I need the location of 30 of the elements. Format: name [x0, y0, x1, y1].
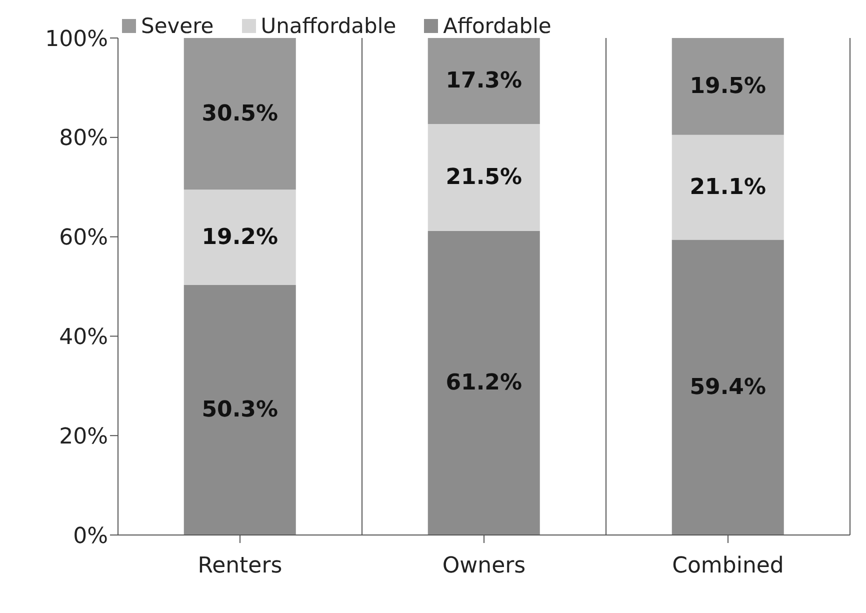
- legend-label: Unaffordable: [260, 14, 396, 38]
- data-label: 61.2%: [446, 370, 522, 396]
- data-label: 19.5%: [690, 74, 766, 99]
- x-tick-label: Combined: [672, 554, 784, 579]
- bar: [184, 38, 296, 190]
- y-tick-label: 80%: [59, 126, 108, 152]
- legend-label: Affordable: [442, 14, 552, 38]
- bar: [184, 285, 296, 535]
- bar: [672, 38, 784, 135]
- data-label: 30.5%: [202, 101, 278, 126]
- legend-label: Severe: [140, 14, 214, 38]
- x-tick-label: Renters: [198, 554, 282, 579]
- x-tick-label: Owners: [442, 554, 526, 579]
- y-tick-label: 0%: [73, 524, 108, 549]
- bar: [428, 230, 540, 535]
- y-tick-label: 20%: [59, 424, 108, 450]
- data-label: 59.4%: [690, 374, 766, 400]
- data-label: 17.3%: [446, 68, 522, 94]
- bar: [672, 240, 784, 535]
- bar: [428, 38, 540, 124]
- y-tick-label: 40%: [59, 325, 108, 350]
- bar: [672, 134, 784, 240]
- y-tick-label: 60%: [59, 226, 108, 251]
- bar: [184, 190, 296, 286]
- data-label: 19.2%: [202, 224, 278, 250]
- bar: [428, 124, 540, 231]
- y-tick-label: 100%: [45, 26, 108, 52]
- data-label: 50.3%: [202, 398, 278, 423]
- data-label: 21.1%: [690, 174, 766, 200]
- data-label: 21.5%: [446, 164, 522, 190]
